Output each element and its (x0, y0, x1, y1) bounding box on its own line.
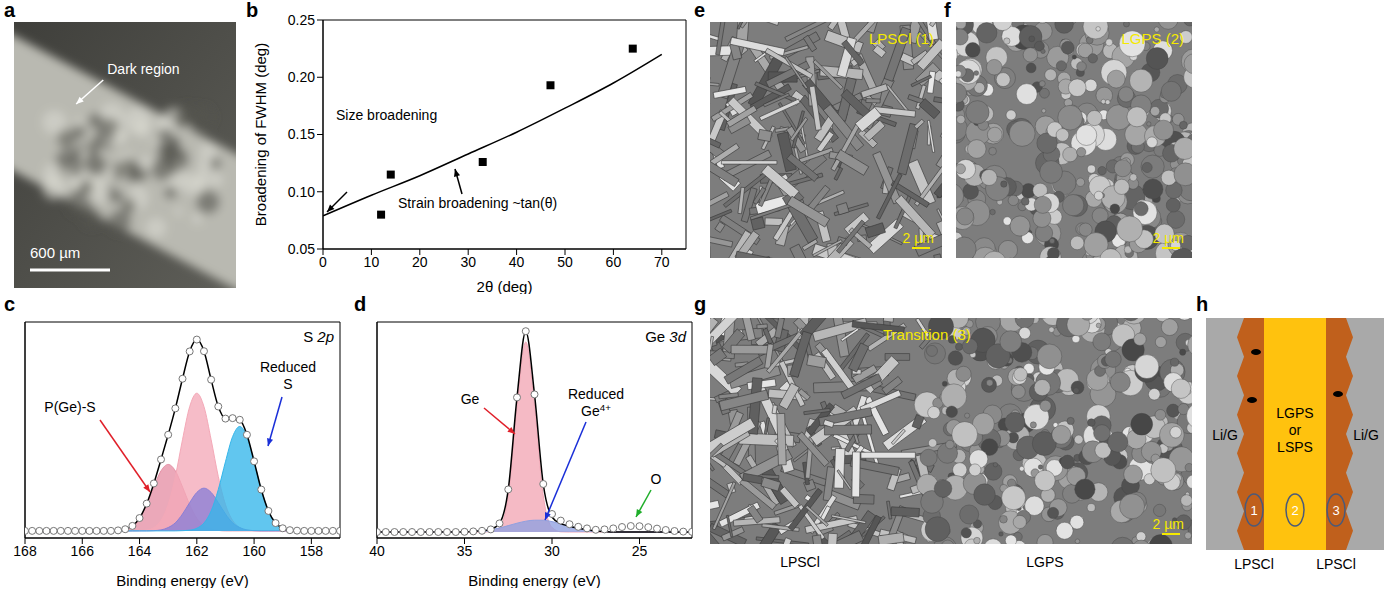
svg-text:Reduced: Reduced (568, 386, 624, 402)
svg-text:LSPS: LSPS (1277, 439, 1313, 455)
svg-text:60: 60 (606, 254, 622, 270)
html-text:f: f (944, 0, 951, 21)
svg-text:LGPS (2): LGPS (2) (1121, 30, 1184, 47)
svg-text:0.10: 0.10 (288, 184, 315, 200)
svg-text:2θ (deg): 2θ (deg) (477, 278, 533, 294)
svg-text:S 2p: S 2p (303, 328, 334, 345)
svg-text:0.25: 0.25 (288, 12, 315, 28)
svg-text:or: or (1289, 422, 1302, 438)
svg-text:600 µm: 600 µm (30, 244, 80, 261)
svg-text:0.20: 0.20 (288, 69, 315, 85)
svg-text:Dark region: Dark region (107, 61, 179, 77)
html-text:LPSCl: LPSCl (1316, 556, 1356, 572)
html-text:g: g (694, 293, 707, 315)
svg-text:0: 0 (319, 254, 327, 270)
svg-text:0.05: 0.05 (288, 241, 315, 257)
svg-text:Size broadening: Size broadening (336, 107, 437, 123)
svg-text:164: 164 (128, 543, 152, 559)
svg-text:S: S (283, 376, 292, 392)
svg-text:Li/G: Li/G (1212, 427, 1238, 443)
svg-text:50: 50 (557, 254, 573, 270)
svg-text:40: 40 (509, 254, 525, 270)
svg-text:10: 10 (364, 254, 380, 270)
svg-text:Ge4+: Ge4+ (581, 402, 611, 419)
svg-text:30: 30 (460, 254, 476, 270)
svg-text:Binding energy (eV): Binding energy (eV) (468, 572, 601, 588)
svg-text:3: 3 (1332, 503, 1339, 518)
svg-text:25: 25 (632, 543, 648, 559)
html-text:LPSCl: LPSCl (780, 554, 820, 570)
svg-text:2: 2 (1291, 503, 1298, 518)
svg-text:166: 166 (71, 543, 95, 559)
svg-text:LPSCl (1): LPSCl (1) (869, 30, 934, 47)
svg-text:40: 40 (369, 543, 385, 559)
svg-text:Broadening of FWHM (deg): Broadening of FWHM (deg) (252, 43, 269, 226)
html-text:d: d (354, 293, 367, 315)
html-text:LPSCl: LPSCl (1234, 556, 1274, 572)
svg-text:158: 158 (300, 543, 324, 559)
svg-text:20: 20 (412, 254, 428, 270)
svg-text:Ge: Ge (461, 391, 480, 407)
svg-text:Transition (3): Transition (3) (883, 326, 971, 343)
html-text:e: e (694, 0, 706, 21)
svg-text:0.15: 0.15 (288, 126, 315, 142)
svg-text:Li/G: Li/G (1353, 427, 1379, 443)
svg-text:Reduced: Reduced (260, 359, 316, 375)
svg-text:LGPS: LGPS (1276, 405, 1313, 421)
svg-text:2 µm: 2 µm (1153, 516, 1184, 532)
svg-text:Binding energy (eV): Binding energy (eV) (116, 572, 249, 588)
html-text:c: c (4, 293, 16, 315)
svg-text:30: 30 (544, 543, 560, 559)
svg-text:70: 70 (654, 254, 670, 270)
svg-text:2 µm: 2 µm (903, 230, 934, 246)
svg-text:Ge 3d: Ge 3d (645, 328, 687, 345)
svg-text:168: 168 (13, 543, 37, 559)
html-text:h: h (1196, 293, 1209, 315)
svg-text:P(Ge)-S: P(Ge)-S (44, 399, 95, 415)
svg-text:35: 35 (457, 543, 473, 559)
svg-text:160: 160 (242, 543, 266, 559)
html-text:LGPS: LGPS (1026, 554, 1064, 570)
html-text:a: a (4, 0, 16, 21)
svg-text:162: 162 (185, 543, 209, 559)
svg-text:Strain broadening ~tan(θ): Strain broadening ~tan(θ) (398, 195, 557, 211)
svg-text:1: 1 (1250, 503, 1257, 518)
html-text:b: b (246, 0, 259, 21)
svg-text:O: O (651, 471, 662, 487)
svg-text:2 µm: 2 µm (1153, 230, 1184, 246)
